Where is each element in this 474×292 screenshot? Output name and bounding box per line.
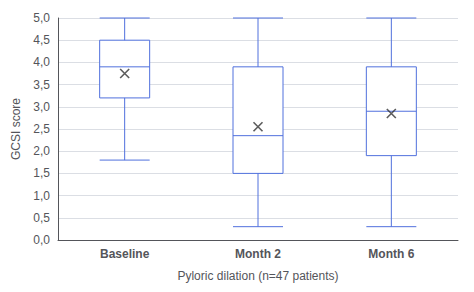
svg-text:4,5: 4,5: [33, 33, 50, 47]
svg-text:Month 6: Month 6: [368, 247, 414, 261]
svg-text:0,0: 0,0: [33, 233, 50, 247]
svg-text:5,0: 5,0: [33, 11, 50, 25]
svg-text:1,0: 1,0: [33, 189, 50, 203]
svg-text:1,5: 1,5: [33, 166, 50, 180]
svg-text:3,0: 3,0: [33, 100, 50, 114]
svg-text:0,5: 0,5: [33, 211, 50, 225]
svg-text:Month 2: Month 2: [235, 247, 281, 261]
svg-text:Baseline: Baseline: [100, 247, 150, 261]
svg-text:3,5: 3,5: [33, 78, 50, 92]
svg-text:GCSI score: GCSI score: [9, 98, 23, 160]
svg-text:Pyloric dilation (n=47 patient: Pyloric dilation (n=47 patients): [177, 269, 338, 283]
svg-text:4,0: 4,0: [33, 55, 50, 69]
svg-text:2,0: 2,0: [33, 144, 50, 158]
svg-text:2,5: 2,5: [33, 122, 50, 136]
